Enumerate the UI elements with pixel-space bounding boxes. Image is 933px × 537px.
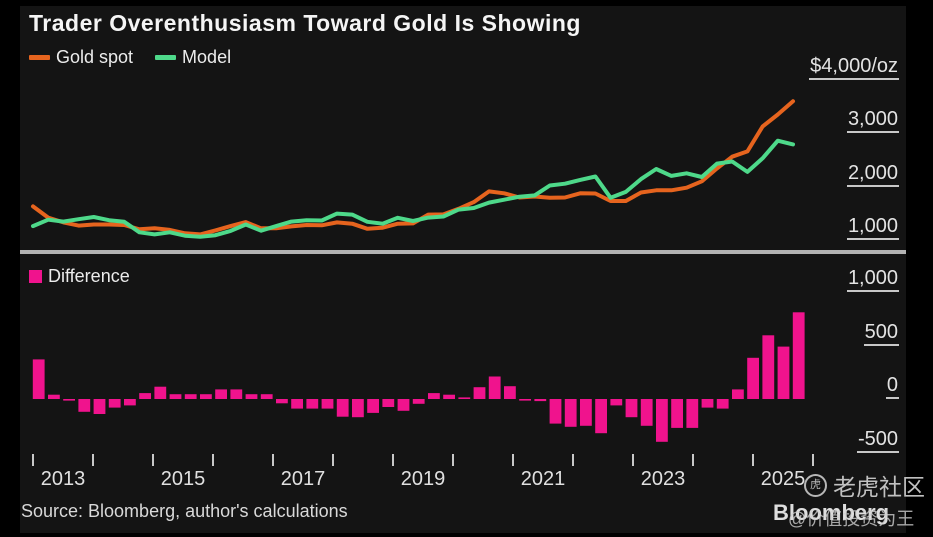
difference-bar [640,399,653,426]
difference-bar [549,399,562,424]
chart-panel [20,6,906,533]
difference-bar [124,399,136,406]
difference-bar [93,399,106,414]
difference-bar [595,399,607,434]
difference-bar [245,394,258,399]
difference-bar [276,399,288,404]
difference-bar [63,399,75,401]
difference-bar [686,399,699,428]
difference-bar [443,394,455,399]
difference-bar [488,376,501,399]
difference-bar [336,399,349,417]
difference-bar [260,394,273,399]
difference-bar [656,399,668,442]
difference-bars [32,312,805,442]
difference-bar [215,389,227,399]
difference-bar [762,335,775,399]
gold-spot-legend-swatch [29,55,50,60]
difference-bar [169,394,182,399]
top-panel-legend: Gold spot Model [29,47,231,68]
difference-bar [230,389,243,399]
y-axis-label: 3,000 [846,108,899,134]
difference-bar [321,399,334,409]
difference-bar [564,399,577,427]
difference-bar [428,393,440,399]
difference-bar [48,394,60,399]
difference-bar [716,399,729,409]
x-axis-year-label: 2013 [40,468,86,490]
difference-bar [777,346,790,399]
tiger-community-watermark-text: 老虎社区 [833,474,925,500]
difference-legend-label: Difference [48,266,130,286]
y-axis-label: 500 [863,321,899,346]
y-axis-label: -500 [856,428,899,453]
difference-bar [139,393,151,399]
difference-bar [200,394,212,399]
investor-watermark: @价值投资为王 [788,509,915,529]
difference-bar [504,386,516,399]
gold-spot-line [31,99,795,237]
bloomberg-wordmark: Bloomberg [773,500,890,525]
y-axis-label: 1,000 [846,267,899,292]
difference-bar [154,386,167,399]
source-note: Source: Bloomberg, author's calculations [21,501,348,521]
difference-bar [382,399,395,407]
difference-legend-swatch [29,270,42,283]
difference-bar [412,399,425,404]
difference-bar [108,399,121,408]
y-axis-label: 2,000 [846,162,899,187]
difference-bar [352,399,364,418]
difference-bar [291,399,303,409]
difference-bar [184,394,197,399]
difference-bar [519,399,531,401]
difference-bar [792,312,805,399]
tiger-community-watermark: 虎 老虎社区 [804,468,925,502]
model-legend-label: Model [182,47,232,67]
difference-bar [32,359,45,399]
bottom-panel-legend: Difference [29,266,130,287]
difference-bar [458,397,471,399]
difference-bar [701,399,714,408]
gold-spot-legend-label: Gold spot [56,47,134,67]
model-legend-swatch [155,55,177,60]
difference-bar [610,399,623,406]
difference-bar [78,399,91,412]
chart-title: Trader Overenthusiasm Toward Gold Is Sho… [29,10,581,36]
difference-bar [397,399,410,411]
panel-separator-line [20,250,906,254]
difference-bar [580,399,592,426]
difference-bar [473,387,486,399]
difference-bar [534,399,547,402]
tiger-logo-icon: 虎 [804,473,827,497]
difference-bar [625,399,638,418]
x-axis-year-label: 2025 [760,468,806,490]
x-axis-year-label: 2015 [160,468,206,490]
difference-bar [747,357,759,399]
difference-bar [671,399,683,428]
y-axis-label: 0 [885,374,899,399]
x-axis-year-label: 2019 [400,468,446,490]
y-axis-label: 1,000 [846,215,899,240]
difference-bar [306,399,319,409]
x-axis-year-label: 2021 [520,468,566,490]
difference-bar [732,389,744,399]
x-axis-year-label: 2023 [640,468,686,490]
difference-bar [367,399,379,413]
x-axis-year-label: 2017 [280,468,326,490]
y-axis-label: $4,000/oz [809,55,899,80]
model-line [31,138,795,239]
